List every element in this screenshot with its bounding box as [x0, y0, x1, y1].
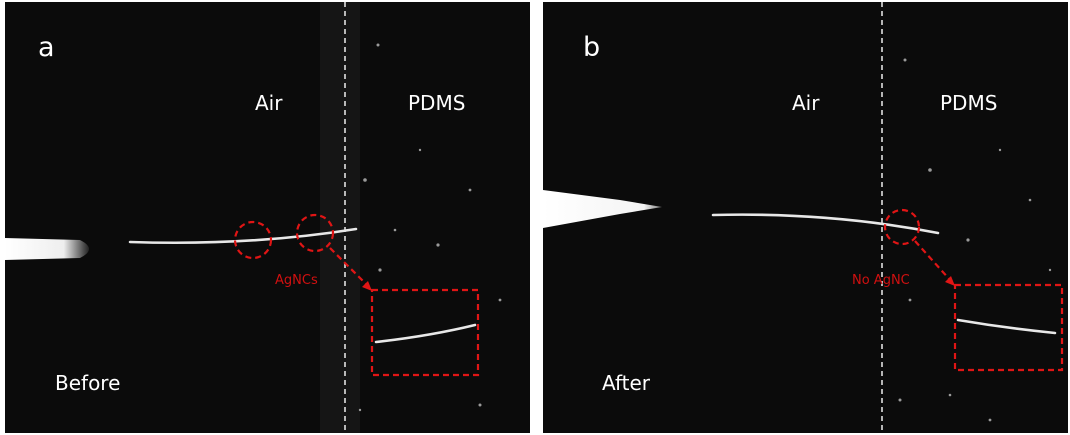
particles	[358, 43, 502, 412]
panel-b: b Air PDMS No AgNC After	[543, 2, 1068, 433]
nanofiber	[711, 213, 940, 235]
arrow	[914, 240, 952, 282]
caption: Before	[55, 371, 120, 395]
zoomed-fiber	[374, 323, 477, 344]
zoom-box	[953, 283, 1064, 372]
panel-label: a	[38, 32, 55, 63]
medium-label: PDMS	[408, 91, 465, 115]
medium-label: Air	[255, 91, 283, 115]
zoomed-fiber	[956, 318, 1057, 335]
fiber-tip	[543, 190, 662, 228]
highlight-circle	[883, 208, 921, 246]
panel-label: b	[583, 32, 600, 63]
image-background	[5, 2, 530, 433]
highlight-circle	[295, 213, 335, 253]
particles	[898, 58, 1052, 422]
fiber-tip	[5, 238, 89, 260]
highlight-circle	[233, 220, 273, 260]
annotation: No AgNC	[852, 273, 910, 288]
arrow-head	[362, 281, 372, 291]
panel-a: a Air PDMS AgNCs Before	[5, 2, 530, 433]
zoom-box	[370, 288, 480, 377]
caption: After	[602, 371, 651, 395]
medium-label: PDMS	[940, 91, 997, 115]
interface-glow	[320, 2, 360, 433]
medium-label: Air	[792, 91, 820, 115]
annotation: AgNCs	[275, 273, 318, 288]
arrow	[329, 247, 369, 287]
arrow-head	[945, 276, 955, 286]
nanofiber	[128, 227, 358, 245]
